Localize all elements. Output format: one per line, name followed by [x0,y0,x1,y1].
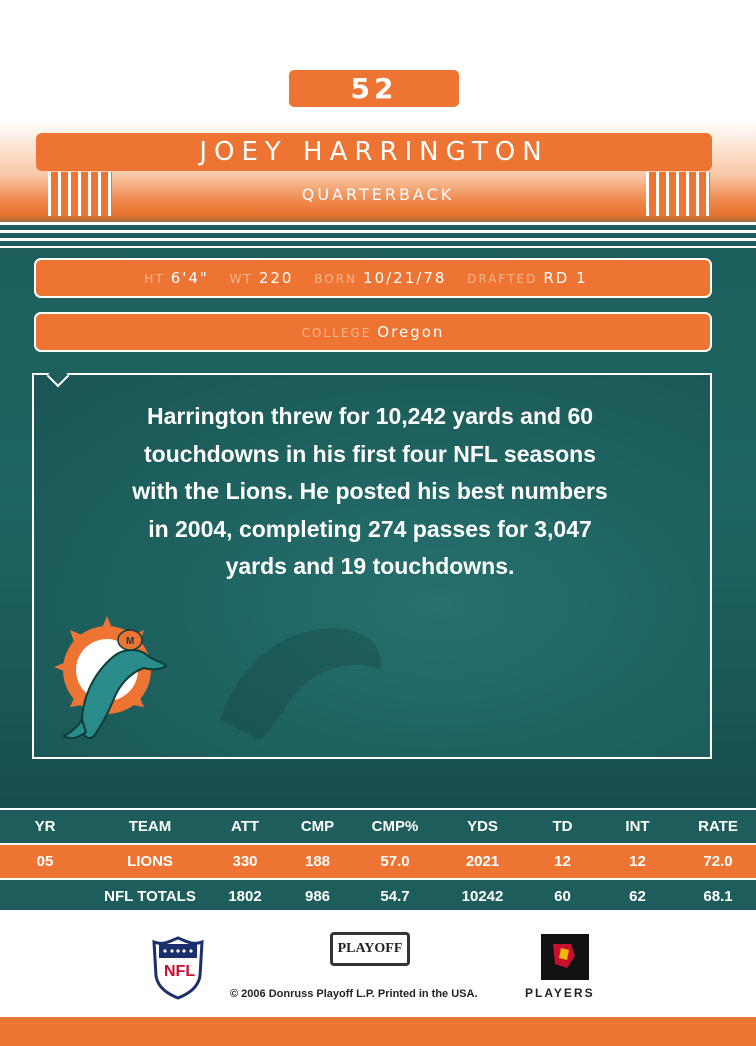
dolphins-logo-icon: M [54,616,168,740]
playoff-logo: PLAYOFF [330,932,410,966]
stats-row-totals: NFL TOTALS 1802 986 54.7 10242 60 62 68.… [0,879,756,913]
weight-value: 220 [258,269,294,287]
college-bar: COLLEGE Oregon [34,312,712,352]
cell-td: 12 [554,853,571,870]
born-value: 10/21/78 [363,269,447,287]
cell-int: 62 [629,888,646,905]
stats-table: YR TEAM ATT CMP CMP% YDS TD INT RATE 05 … [0,808,756,913]
card-number: 52 [289,70,459,107]
drafted-value: RD 1 [543,269,588,287]
player-description: Harrington threw for 10,242 yards and 60… [132,403,608,579]
cell-cmp: 986 [304,888,331,905]
cell-cmp-pct: 57.0 [380,853,410,870]
header-att: ATT [230,818,260,835]
cell-td: 60 [554,888,571,905]
cell-cmp-pct: 54.7 [380,888,410,905]
players-inc-logo: PLAYERS [525,934,613,1000]
svg-text:M: M [126,636,134,647]
header-yr: YR [34,818,56,835]
players-logo-text: PLAYERS [525,986,595,1000]
header-cmp-pct: CMP% [371,818,419,835]
player-position: QUARTERBACK [301,185,455,204]
stripe-divider [0,222,756,248]
nfl-shield-icon: NFL [152,936,204,1000]
height-label: HT [144,272,165,286]
cell-rate: 68.1 [703,888,733,905]
college-value: Oregon [377,323,445,341]
born-label: BORN [314,272,358,286]
cell-yr [0,879,90,913]
cell-yds: 10242 [461,888,504,905]
weight-label: WT [229,272,253,286]
cell-cmp: 188 [304,853,331,870]
players-mark-icon [541,934,589,980]
cell-att: 1802 [228,888,262,905]
cell-team: NFL TOTALS [104,888,196,905]
left-grille-decoration [48,172,112,216]
svg-text:NFL: NFL [164,963,195,980]
copyright-text: © 2006 Donruss Playoff L.P. Printed in t… [230,988,478,1000]
stats-row-season: 05 LIONS 330 188 57.0 2021 12 12 72.0 [0,844,756,879]
college-label: COLLEGE [301,326,372,340]
header-team: TEAM [128,818,172,835]
height-value: 6'4" [170,269,209,287]
cell-rate: 72.0 [703,853,733,870]
header-td: TD [552,818,573,835]
player-name: JOEY HARRINGTON [36,133,712,171]
stats-header-row: YR TEAM ATT CMP CMP% YDS TD INT RATE [0,809,756,844]
cell-att: 330 [232,853,258,870]
bottom-bar [0,1015,756,1046]
ghost-dolphin-icon [220,628,381,740]
description-panel [32,373,712,759]
cell-int: 12 [629,853,646,870]
right-grille-decoration [646,172,710,216]
header-yds: YDS [467,818,498,835]
drafted-label: DRAFTED [467,272,538,286]
bio-bar: HT 6'4" WT 220 BORN 10/21/78 DRAFTED RD 1 [34,258,712,298]
cell-yr: 05 [36,853,54,870]
cell-yds: 2021 [465,853,500,870]
header-cmp: CMP [300,818,335,835]
header-rate: RATE [698,818,738,835]
header-int: INT [625,818,650,835]
cell-team: LIONS [127,853,173,870]
